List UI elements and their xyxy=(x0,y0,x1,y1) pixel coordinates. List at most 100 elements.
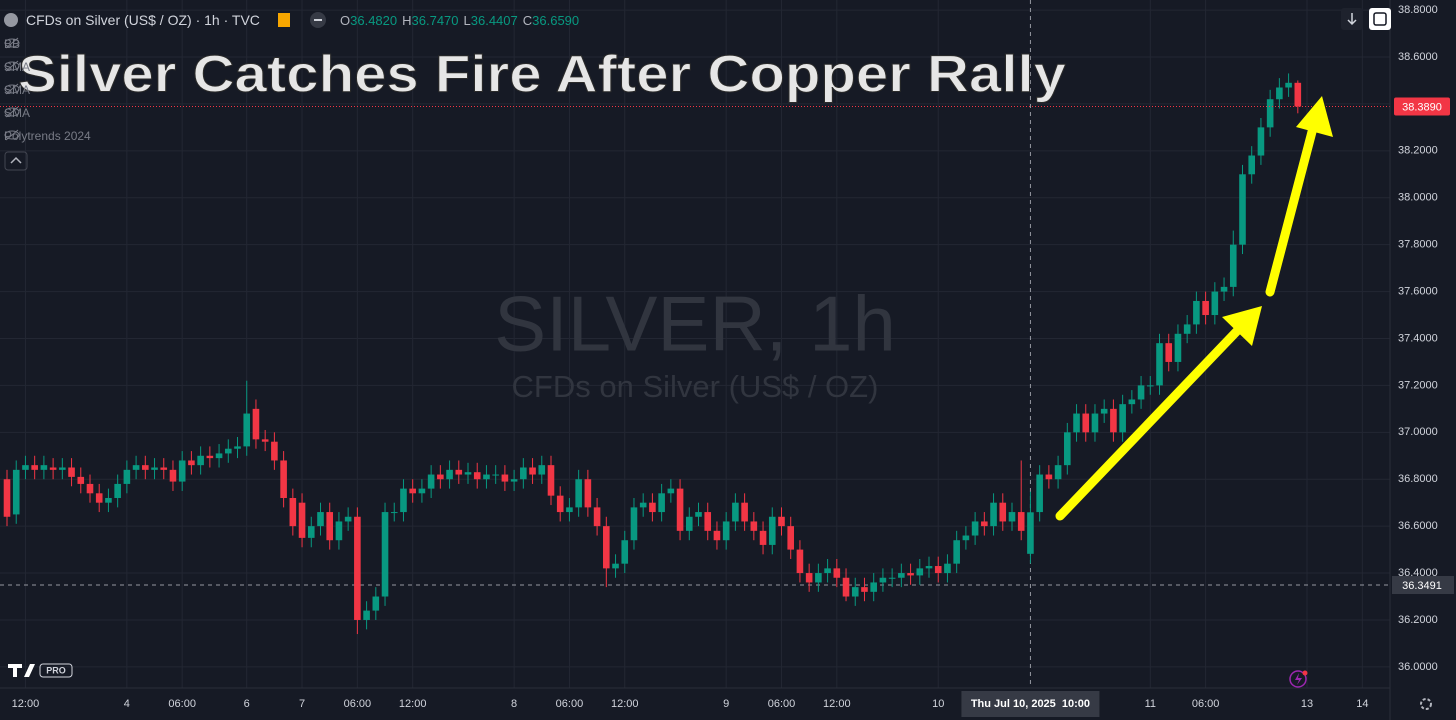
candle-body xyxy=(1285,82,1292,88)
indicator-row: SMA xyxy=(4,106,30,120)
visibility-icon[interactable] xyxy=(4,129,20,141)
candle-body xyxy=(1119,404,1126,433)
y-tick-label: 36.8000 xyxy=(1398,473,1438,485)
candle-body xyxy=(1054,465,1062,480)
candle-body xyxy=(114,483,121,498)
candle-body xyxy=(68,467,75,477)
logo-badge-text: PRO xyxy=(46,665,66,675)
arrow-head xyxy=(1296,96,1333,137)
candle-body xyxy=(1257,127,1265,156)
candle-body xyxy=(842,577,850,597)
candle-body xyxy=(1137,385,1145,400)
candle-body xyxy=(418,488,426,494)
candle-body xyxy=(971,521,979,536)
candle-body xyxy=(335,521,343,541)
candle-body xyxy=(307,526,315,538)
candle-body xyxy=(1183,324,1191,334)
eye-outline xyxy=(4,130,20,140)
candle-body xyxy=(49,467,57,470)
candle-body xyxy=(298,502,306,538)
candle-body xyxy=(243,413,251,447)
candle-body xyxy=(409,488,416,494)
candle-body xyxy=(1266,99,1274,128)
settings-icon[interactable] xyxy=(1420,698,1432,710)
y-tick-label: 38.0000 xyxy=(1398,192,1438,204)
candle-body xyxy=(566,507,573,513)
flag-icon xyxy=(278,13,290,27)
alert-icon[interactable] xyxy=(1289,670,1307,688)
x-tick-label: 06:00 xyxy=(344,698,372,710)
candle-body xyxy=(326,512,334,541)
candle-body xyxy=(1110,408,1117,433)
candle-body xyxy=(851,587,859,597)
x-tick-label: 14 xyxy=(1356,698,1368,710)
visibility-icon[interactable] xyxy=(4,83,20,95)
watermark: SILVER, 1h CFDs on Silver (US$ / OZ) xyxy=(494,280,896,405)
logo-mark xyxy=(8,664,35,677)
candle-body xyxy=(1027,512,1034,554)
candle-body xyxy=(1073,413,1080,433)
indicator-row: SMA xyxy=(4,60,30,74)
candle-body xyxy=(501,474,509,482)
indicator-name: SMA xyxy=(4,83,31,97)
watermark-subtitle: CFDs on Silver (US$ / OZ) xyxy=(512,369,879,404)
x-tick-label: 06:00 xyxy=(768,698,796,710)
y-tick-label: 37.4000 xyxy=(1398,332,1438,344)
candle-body xyxy=(934,566,942,574)
candle-body xyxy=(280,460,287,498)
candle-body xyxy=(805,573,813,583)
candle-body xyxy=(639,502,647,508)
candle-body xyxy=(768,516,776,545)
crosshair-price-label: 36.3491 xyxy=(1402,580,1442,592)
ohlc-value: 36.4820 xyxy=(350,13,398,28)
eye-slash xyxy=(5,129,19,141)
candle-body xyxy=(206,455,214,459)
candle-body xyxy=(649,502,656,513)
x-tick-label: 9 xyxy=(723,698,729,710)
visibility-icon[interactable] xyxy=(4,106,20,118)
candle-body xyxy=(483,474,490,480)
candle-body xyxy=(344,516,352,522)
candle-body xyxy=(1165,343,1173,362)
ohlc-key: O xyxy=(340,13,351,28)
candle-body xyxy=(1276,87,1283,100)
collapse-button[interactable] xyxy=(4,151,28,171)
visibility-icon[interactable] xyxy=(4,37,20,49)
fullscreen-button[interactable] xyxy=(1369,8,1391,30)
candle-body xyxy=(685,516,693,531)
candle-body xyxy=(1174,333,1182,362)
y-tick-label: 38.6000 xyxy=(1398,51,1438,63)
candle-body xyxy=(907,573,914,576)
arrows xyxy=(1055,96,1333,521)
x-tick-label: 4 xyxy=(124,698,130,710)
y-tick-label: 37.2000 xyxy=(1398,379,1438,391)
candle-body xyxy=(1045,474,1053,480)
candle-body xyxy=(732,502,739,522)
x-tick-label: 06:00 xyxy=(168,698,196,710)
candle-body xyxy=(778,516,785,527)
candle-body xyxy=(1064,432,1071,466)
candles xyxy=(3,73,1302,635)
y-tick-label: 38.2000 xyxy=(1398,145,1438,157)
candle-body xyxy=(870,582,877,592)
candle-body xyxy=(1156,343,1163,386)
tv-logo: PRO xyxy=(8,663,73,678)
eye-slash xyxy=(5,37,19,49)
time-axis-bg xyxy=(0,688,1456,720)
candle-body xyxy=(1239,174,1246,245)
indicator-name: Polytrends 2024 xyxy=(4,129,91,143)
y-tick-label: 36.6000 xyxy=(1398,520,1438,532)
candle-body xyxy=(1193,300,1200,325)
candle-body xyxy=(86,483,94,494)
candle-body xyxy=(105,497,112,503)
candle-body xyxy=(538,465,546,475)
candle-body xyxy=(658,493,665,513)
visibility-icon[interactable] xyxy=(4,60,20,72)
indicator-name: SMA xyxy=(4,60,31,74)
candle-body xyxy=(593,507,601,527)
y-tick-label: 37.0000 xyxy=(1398,426,1438,438)
candle-body xyxy=(556,495,564,513)
candle-body xyxy=(1100,408,1108,414)
candle-body xyxy=(676,488,684,531)
candle-body xyxy=(916,568,924,576)
